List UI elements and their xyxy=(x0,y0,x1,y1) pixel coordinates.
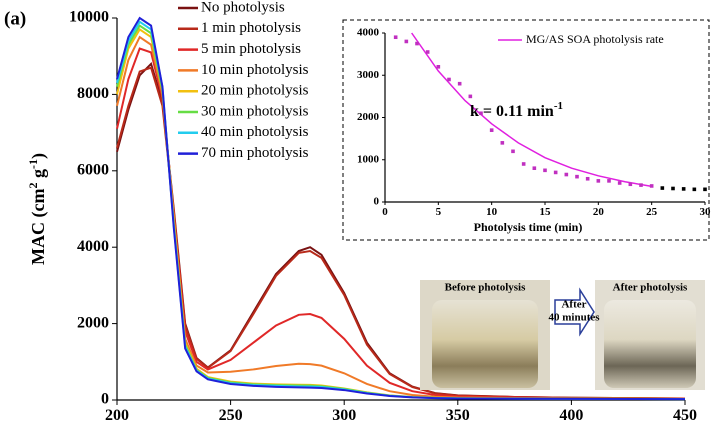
x-tick-label: 200 xyxy=(105,407,129,424)
data-point xyxy=(489,128,494,132)
data-point xyxy=(404,39,409,44)
y-label-part: ) xyxy=(28,153,49,159)
legend-label: 10 min photolysis xyxy=(201,62,309,78)
x-tick-label: 0 xyxy=(382,206,388,218)
y-tick-label: 2000 xyxy=(357,111,380,123)
x-tick-label: 250 xyxy=(219,407,243,424)
annotation: k = 0.11 min-1 xyxy=(470,100,563,120)
data-point xyxy=(628,182,633,187)
x-tick-label: 450 xyxy=(673,407,697,424)
data-point xyxy=(393,35,398,40)
y-tick-label: 3000 xyxy=(357,69,380,81)
y-tick-label: 10000 xyxy=(69,9,109,26)
y-tick-label: 0 xyxy=(101,391,109,408)
fit-curve xyxy=(411,32,652,188)
data-point xyxy=(521,162,526,166)
data-point xyxy=(532,166,537,170)
legend-label: 20 min photolysis xyxy=(201,83,309,99)
data-point xyxy=(585,176,590,181)
data-point xyxy=(553,170,558,175)
data-point xyxy=(660,186,665,190)
data-point xyxy=(703,187,707,192)
data-point xyxy=(575,174,579,179)
data-point xyxy=(596,179,601,183)
x-tick-label: 10 xyxy=(486,206,498,218)
main-plot: 200 250 300 350 400 4500200040006000800010000… xyxy=(69,0,697,424)
data-point xyxy=(639,183,643,187)
x-tick-label: 400 xyxy=(559,407,583,424)
x-tick-label: 15 xyxy=(540,206,552,218)
data-point xyxy=(500,141,505,145)
data-point xyxy=(607,179,611,183)
y-tick-label: 0 xyxy=(374,196,380,208)
arrow-label: After xyxy=(561,299,586,311)
data-point xyxy=(692,187,697,192)
data-point xyxy=(425,50,430,54)
photos: Before photolysis After photolysis After… xyxy=(420,280,705,390)
data-point xyxy=(447,77,451,82)
legend-label: 5 min photolysis xyxy=(201,41,301,57)
legend-label: MG/AS SOA photolysis rate xyxy=(526,32,664,46)
y-tick-label: 1000 xyxy=(357,153,380,165)
legend-label: 70 min photolysis xyxy=(201,145,309,161)
photo-label: Before photolysis xyxy=(445,282,526,294)
legend-label: 1 min photolysis xyxy=(201,20,301,36)
legend-label: 30 min photolysis xyxy=(201,103,309,119)
x-tick-label: 25 xyxy=(646,206,658,218)
x-tick-label: 5 xyxy=(436,206,442,218)
data-point xyxy=(671,186,675,191)
x-tick-label: 350 xyxy=(446,407,470,424)
inset-frame xyxy=(342,19,710,241)
y-tick-label: 4000 xyxy=(357,27,380,39)
legend-label: 40 min photolysis xyxy=(201,124,309,140)
arrow-label: 40 minutes xyxy=(548,312,600,324)
data-point xyxy=(617,181,622,185)
y-label-sup: -1 xyxy=(26,159,40,169)
x-tick-label: 20 xyxy=(593,206,605,218)
data-point xyxy=(436,65,441,69)
x-tick-label: 30 xyxy=(700,206,711,218)
data-point xyxy=(468,94,473,99)
annotation-part: k = 0.11 min xyxy=(470,103,554,120)
spectrum-line xyxy=(116,66,686,400)
data-point xyxy=(649,184,654,188)
y-tick-label: 2000 xyxy=(77,314,109,331)
y-label-part: g xyxy=(28,169,48,183)
inset-plot: 0 5 10 15 20 25 30 0 1000 2000 3000 4000 MG/AS SOA p… xyxy=(357,27,711,219)
data-point xyxy=(543,168,547,173)
y-label-part: MAC (cm xyxy=(28,189,49,265)
y-tick-label: 4000 xyxy=(77,238,109,255)
x-tick-label: 300 xyxy=(332,407,356,424)
inset-x-label: Photolysis time (min) xyxy=(474,220,583,234)
panel-label: (a) xyxy=(4,8,26,29)
data-point xyxy=(564,172,569,177)
y-axis-label: MAC (cm2 g-1) xyxy=(26,153,49,265)
data-point xyxy=(457,81,462,86)
data-point xyxy=(681,187,686,191)
vial-after xyxy=(604,300,696,388)
spectrum-line xyxy=(116,16,686,401)
data-point xyxy=(415,41,419,46)
photo-label: After photolysis xyxy=(613,282,688,294)
legend-label: No photolysis xyxy=(201,0,285,15)
data-point xyxy=(479,111,483,116)
annotation-sup: -1 xyxy=(554,100,563,112)
data-point xyxy=(511,149,515,154)
vial-before xyxy=(432,300,538,388)
y-label-sup: 2 xyxy=(26,183,40,189)
y-tick-label: 8000 xyxy=(77,85,109,102)
arrow xyxy=(554,287,595,337)
y-tick-label: 6000 xyxy=(77,161,109,178)
